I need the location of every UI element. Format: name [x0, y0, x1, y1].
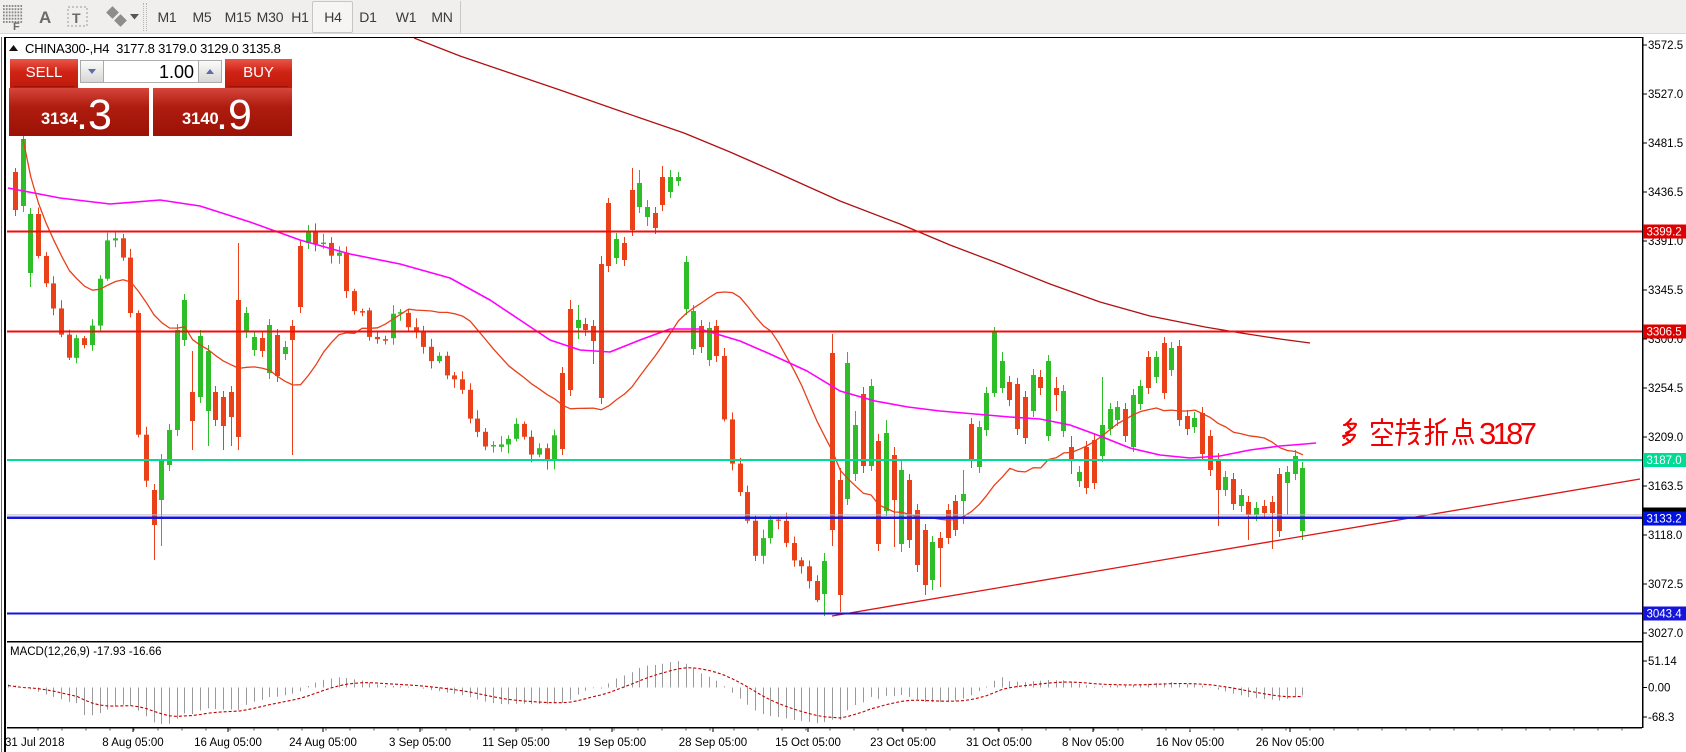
- svg-text:3118.0: 3118.0: [1648, 530, 1682, 542]
- svg-text:3133.2: 3133.2: [1647, 514, 1682, 526]
- svg-text:3399.2: 3399.2: [1647, 227, 1682, 239]
- svg-text:23 Oct 05:00: 23 Oct 05:00: [870, 737, 936, 749]
- svg-text:3072.5: 3072.5: [1648, 579, 1683, 591]
- svg-text:3163.5: 3163.5: [1648, 481, 1683, 493]
- svg-text:3527.0: 3527.0: [1648, 89, 1683, 101]
- svg-text:3481.5: 3481.5: [1648, 138, 1683, 150]
- svg-text:3027.0: 3027.0: [1648, 628, 1683, 640]
- svg-text:3391.0: 3391.0: [1648, 236, 1683, 248]
- svg-text:3345.5: 3345.5: [1648, 285, 1683, 297]
- svg-text:31 Jul 2018: 31 Jul 2018: [5, 737, 64, 749]
- svg-text:15 Oct 05:00: 15 Oct 05:00: [775, 737, 841, 749]
- svg-text:16 Aug 05:00: 16 Aug 05:00: [194, 737, 262, 749]
- svg-text:24 Aug 05:00: 24 Aug 05:00: [289, 737, 357, 749]
- svg-text:8 Nov 05:00: 8 Nov 05:00: [1062, 737, 1124, 749]
- svg-text:0.00: 0.00: [1648, 683, 1670, 695]
- svg-text:26 Nov 05:00: 26 Nov 05:00: [1256, 737, 1324, 749]
- svg-text:-68.3: -68.3: [1648, 712, 1674, 724]
- svg-text:3209.0: 3209.0: [1648, 432, 1683, 444]
- svg-text:3 Sep 05:00: 3 Sep 05:00: [389, 737, 451, 749]
- svg-text:8 Aug 05:00: 8 Aug 05:00: [102, 737, 163, 749]
- svg-text:11 Sep 05:00: 11 Sep 05:00: [482, 737, 550, 749]
- svg-text:3187: 3187: [1479, 416, 1537, 451]
- svg-text:28 Sep 05:00: 28 Sep 05:00: [679, 737, 747, 749]
- svg-text:T: T: [72, 10, 81, 26]
- svg-text:31 Oct 05:00: 31 Oct 05:00: [966, 737, 1032, 749]
- svg-text:MACD(12,26,9) -17.93 -16.66: MACD(12,26,9) -17.93 -16.66: [10, 646, 162, 658]
- svg-text:51.14: 51.14: [1648, 656, 1677, 668]
- svg-text:F: F: [13, 21, 20, 33]
- svg-text:16 Nov 05:00: 16 Nov 05:00: [1156, 737, 1224, 749]
- svg-text:3572.5: 3572.5: [1648, 40, 1683, 52]
- svg-text:3187.0: 3187.0: [1647, 455, 1682, 467]
- svg-text:3254.5: 3254.5: [1648, 383, 1683, 395]
- svg-text:A: A: [39, 8, 51, 27]
- svg-text:3043.4: 3043.4: [1647, 609, 1683, 621]
- svg-text:19 Sep 05:00: 19 Sep 05:00: [578, 737, 646, 749]
- svg-text:3306.5: 3306.5: [1647, 327, 1682, 339]
- svg-text:3436.5: 3436.5: [1648, 187, 1683, 199]
